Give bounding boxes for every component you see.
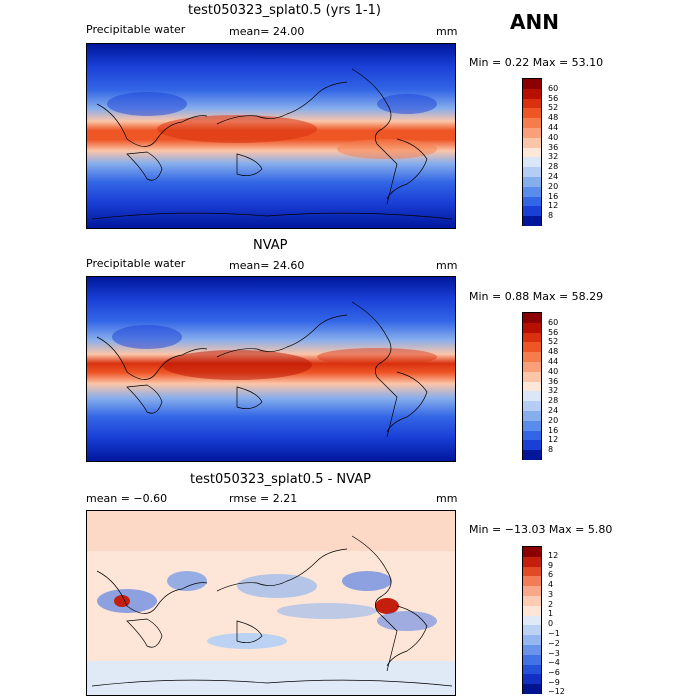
panel2-tick: 40	[548, 367, 559, 376]
panel1-tick: 24	[548, 172, 559, 181]
panel2-tick: 48	[548, 347, 559, 356]
season-label: ANN	[510, 10, 559, 34]
panel3-tick: 6	[548, 570, 554, 579]
panel2-tick: 28	[548, 396, 559, 405]
panel1-minmax: Min = 0.22 Max = 53.10	[469, 56, 604, 69]
panel1-colorbar	[522, 78, 542, 226]
panel1-tick: 36	[548, 143, 559, 152]
panel2-tick: 12	[548, 435, 559, 444]
panel3-rmse: rmse = 2.21	[229, 492, 298, 505]
panel1-tick: 8	[548, 211, 554, 220]
panel3-tick: 0	[548, 619, 554, 628]
panel2-tick: 52	[548, 337, 559, 346]
panel2-tick: 20	[548, 416, 559, 425]
panel1-tick: 40	[548, 133, 559, 142]
panel1-tick: 56	[548, 94, 559, 103]
panel3-tick: 1	[548, 609, 554, 618]
panel2-units: mm	[436, 259, 458, 272]
panel1-tick: 20	[548, 182, 559, 191]
panel3-tick: −1	[548, 629, 560, 638]
panel1-tick: 32	[548, 152, 559, 161]
panel3-tick: −3	[548, 649, 560, 658]
panel1-tick: 52	[548, 103, 559, 112]
panel1-mean: mean= 24.00	[229, 25, 305, 38]
panel3-title: test050323_splat0.5 - NVAP	[190, 472, 371, 487]
panel3-tick: −4	[548, 658, 560, 667]
panel1-var-label: Precipitable water	[86, 23, 186, 36]
panel3-mean: mean = −0.60	[86, 492, 168, 505]
panel1-tick: 12	[548, 201, 559, 210]
panel1-tick: 16	[548, 192, 559, 201]
panel3-map	[86, 510, 456, 696]
panel3-tick: 3	[548, 590, 554, 599]
panel3-minmax: Min = −13.03 Max = 5.80	[469, 523, 613, 536]
panel2-tick: 24	[548, 406, 559, 415]
panel3-tick: 9	[548, 561, 554, 570]
panel3-tick: −6	[548, 668, 560, 677]
panel1-tick: 44	[548, 123, 559, 132]
panel2-var-label: Precipitable water	[86, 257, 186, 270]
panel1-title: test050323_splat0.5 (yrs 1-1)	[188, 3, 381, 18]
panel2-tick: 32	[548, 386, 559, 395]
panel1-tick: 48	[548, 113, 559, 122]
panel2-tick: 16	[548, 426, 559, 435]
panel2-map	[86, 276, 456, 462]
panel3-tick: 2	[548, 600, 554, 609]
panel1-units: mm	[436, 25, 458, 38]
panel3-units: mm	[436, 492, 458, 505]
panel1-map	[86, 43, 456, 229]
panel2-minmax: Min = 0.88 Max = 58.29	[469, 290, 604, 303]
panel3-tick: −2	[548, 639, 560, 648]
panel3-tick: 12	[548, 551, 559, 560]
panel1-tick: 60	[548, 84, 559, 93]
panel2-colorbar	[522, 312, 542, 460]
panel2-tick: 36	[548, 377, 559, 386]
panel2-mean: mean= 24.60	[229, 259, 305, 272]
panel3-tick: −12	[548, 687, 565, 696]
panel1-tick: 28	[548, 162, 559, 171]
panel2-tick: 56	[548, 328, 559, 337]
panel2-tick: 8	[548, 445, 554, 454]
panel2-tick: 60	[548, 318, 559, 327]
panel3-colorbar	[522, 546, 542, 694]
panel3-tick: 4	[548, 580, 554, 589]
panel2-tick: 44	[548, 357, 559, 366]
panel2-title: NVAP	[253, 238, 288, 253]
panel3-tick: −9	[548, 678, 560, 687]
